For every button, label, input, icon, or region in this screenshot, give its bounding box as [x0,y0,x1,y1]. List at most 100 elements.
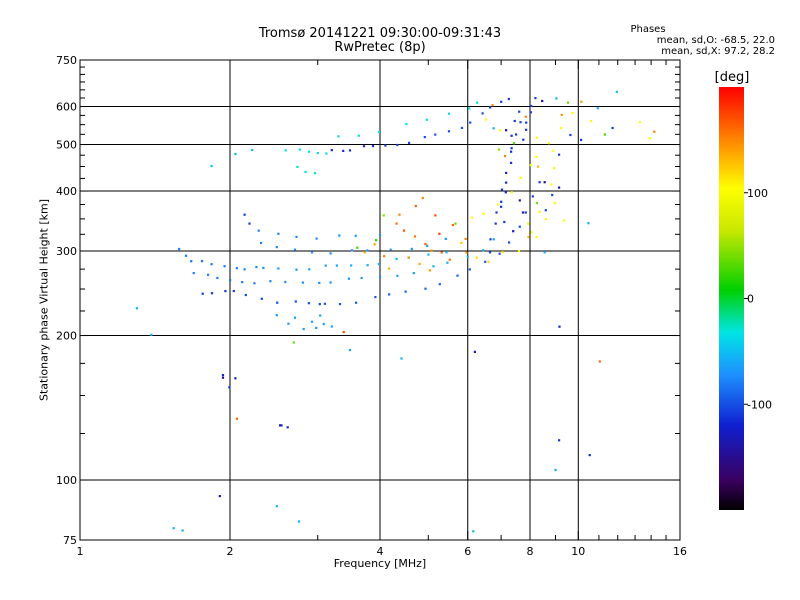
data-point [522,138,525,141]
y-tick-label: 100 [56,474,77,487]
data-point [524,211,527,214]
data-point [150,333,153,336]
data-point [517,250,521,253]
data-point [423,136,426,139]
data-point [277,267,280,270]
data-point [338,234,341,237]
data-point [497,148,500,151]
data-point [404,290,407,293]
colorbar-label: [deg] [714,70,750,85]
data-point [350,264,353,267]
data-point [596,107,599,110]
data-point [569,133,572,137]
data-point [525,121,528,124]
data-point [275,314,278,317]
data-point [603,133,606,136]
data-point [510,150,513,153]
data-point [589,119,593,123]
data-point [529,164,532,167]
data-point [434,133,437,136]
data-point [471,216,474,219]
data-point [424,287,427,290]
data-point [377,263,380,266]
x-tick-label: 1 [77,545,84,558]
data-point [335,264,338,267]
data-point [316,152,319,155]
data-point [293,248,297,251]
data-point [408,141,411,144]
data-point [448,258,451,261]
data-point [210,164,213,168]
data-point [482,249,485,252]
data-point [234,377,237,380]
data-point [538,210,541,213]
data-point [484,260,487,263]
data-point [551,193,554,197]
data-point [454,222,457,225]
data-point [304,170,307,173]
data-point [260,241,263,244]
data-point [543,181,546,184]
data-point [279,424,282,427]
data-point [500,205,503,208]
data-point [287,322,290,325]
data-point [476,101,479,104]
data-point [451,223,454,227]
data-point [260,297,263,300]
data-point [366,264,369,267]
data-point [377,131,380,134]
data-point [505,129,508,132]
data-point [216,276,219,280]
data-point [489,238,492,241]
data-point [535,201,538,205]
data-point [257,229,260,232]
data-point [295,268,298,271]
data-point [492,238,495,241]
data-point [447,130,451,133]
data-point [269,280,272,283]
data-point [500,100,503,103]
data-point [356,246,359,249]
axis-ticks: 1 2 4 6 8 10 16 75 100 200 300 400 500 600 750 [56,54,687,558]
data-point [534,97,537,100]
data-point [543,251,546,254]
data-point [530,104,533,108]
data-point [342,331,345,334]
data-point [504,191,507,194]
data-point [308,268,311,271]
x-axis-label: Frequency [MHz] [333,557,427,570]
data-point [560,113,563,116]
data-point [494,222,497,225]
data-point [310,251,314,254]
data-point [329,252,332,255]
data-point [251,148,254,152]
data-point [472,530,475,533]
data-point [210,292,214,295]
y-tick-label: 300 [56,245,77,258]
data-point [521,211,525,214]
data-point [434,214,437,217]
data-point [389,248,392,251]
data-point [535,136,538,139]
data-point [388,267,391,270]
data-point [395,222,398,225]
data-point [447,112,451,115]
data-point [276,301,279,304]
data-point [418,262,421,266]
data-point [412,272,415,275]
data-point [653,130,656,133]
data-point [253,282,256,285]
data-point [296,165,299,168]
data-point [286,426,289,429]
data-point [410,247,413,250]
data-point [413,235,417,238]
data-point [363,251,366,254]
data-point [405,123,408,126]
data-point [280,424,283,427]
data-point [444,237,447,240]
data-point [446,261,449,264]
data-point [338,303,342,306]
data-point [190,260,193,263]
data-point [498,252,501,255]
